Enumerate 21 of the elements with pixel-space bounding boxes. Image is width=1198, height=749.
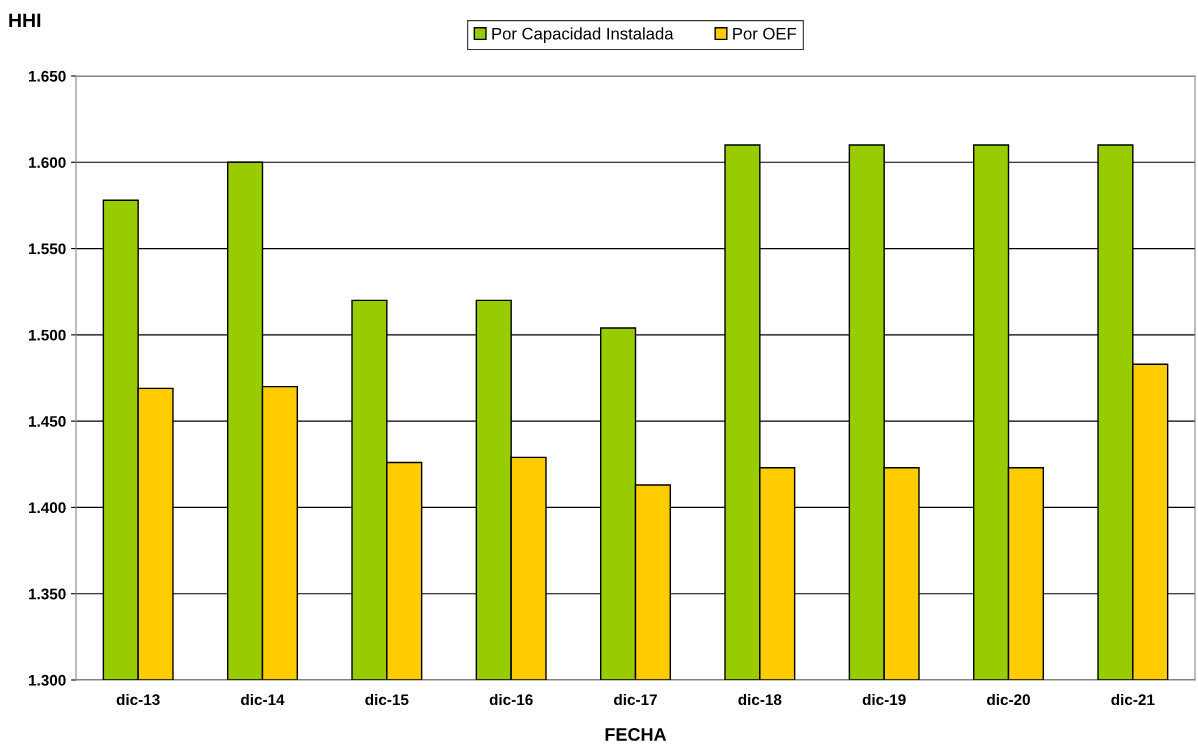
x-tick-label: dic-17 — [614, 693, 657, 706]
y-tick-label: 1.450 — [29, 416, 66, 427]
x-tick-label: dic-16 — [489, 693, 533, 706]
y-axis-title: HHI — [9, 13, 41, 28]
y-tick-label: 1.400 — [29, 502, 66, 514]
y-tick-label: 1.500 — [29, 329, 66, 341]
x-tick-label: dic-13 — [116, 693, 160, 706]
legend-label: Por OEF — [733, 27, 796, 40]
x-tick-label: dic-14 — [241, 693, 285, 706]
y-tick-label: 1.600 — [29, 157, 66, 168]
x-axis-title: FECHA — [605, 728, 667, 741]
y-tick-label: 1.650 — [29, 70, 66, 82]
y-tick-label: 1.350 — [29, 588, 66, 600]
x-tick-label: dic-21 — [1111, 693, 1155, 706]
x-tick-label: dic-20 — [987, 693, 1030, 706]
y-tick-label: 1.300 — [29, 674, 66, 686]
y-tick-label: 1.550 — [29, 243, 66, 255]
legend-label: Por Capacidad Instalada — [492, 27, 674, 43]
x-tick-label: dic-15 — [365, 693, 409, 706]
x-tick-label: dic-18 — [738, 693, 782, 706]
x-tick-label: dic-19 — [862, 693, 906, 706]
